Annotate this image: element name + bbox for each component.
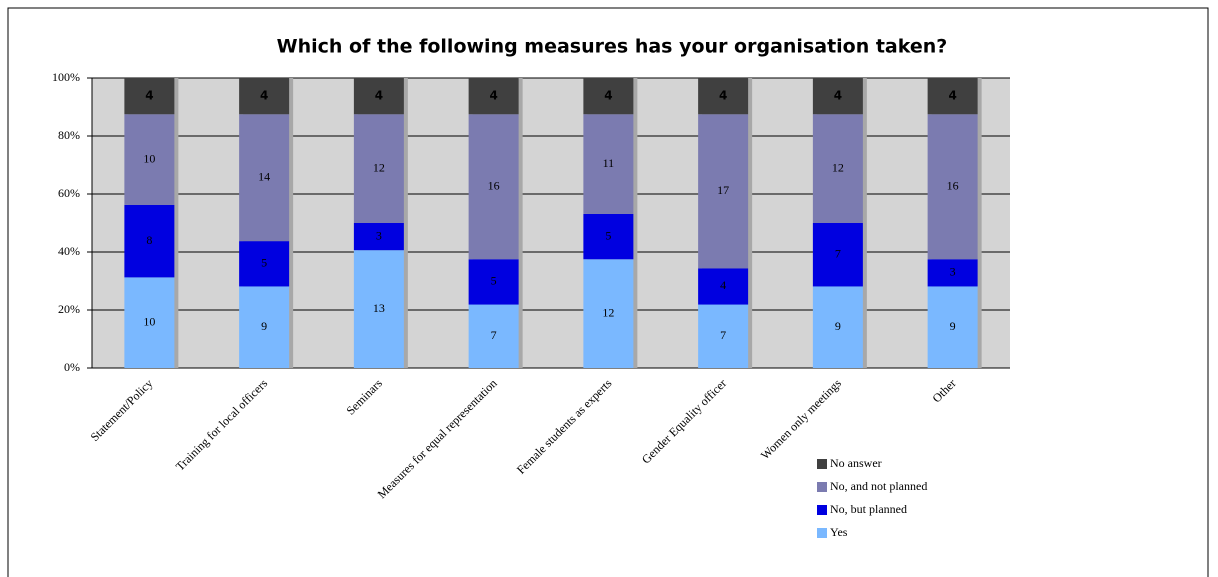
- bar-segment: [353, 250, 404, 368]
- y-tick-label: 60%: [58, 186, 80, 200]
- y-tick-label: 100%: [52, 70, 80, 84]
- data-label: 9: [835, 319, 841, 333]
- legend-swatch: [817, 482, 827, 492]
- bar-segment: [124, 78, 175, 115]
- bar-segment: [353, 223, 404, 251]
- legend-label: Yes: [830, 525, 848, 539]
- data-label: 13: [373, 301, 385, 315]
- data-label: 7: [491, 328, 497, 342]
- bar-segment: [698, 78, 749, 115]
- data-label: 4: [489, 89, 497, 103]
- legend-label: No, and not planned: [830, 479, 927, 493]
- data-label: 5: [491, 274, 497, 288]
- bar-segment: [124, 114, 175, 205]
- legend-swatch: [817, 459, 827, 469]
- data-label: 4: [948, 89, 956, 103]
- bar-segment: [698, 268, 749, 305]
- bar-segment: [927, 114, 978, 260]
- data-label: 11: [603, 156, 615, 170]
- data-label: 17: [717, 183, 729, 197]
- y-tick-label: 80%: [58, 128, 80, 142]
- data-label: 4: [145, 89, 153, 103]
- data-label: 4: [375, 89, 383, 103]
- legend-swatch: [817, 505, 827, 515]
- y-tick-label: 0%: [64, 360, 80, 374]
- bar-segment: [353, 114, 404, 223]
- bar-segment: [353, 78, 404, 115]
- bar-segment: [583, 78, 634, 115]
- data-label: 16: [488, 179, 500, 193]
- data-label: 4: [720, 278, 726, 292]
- bar-segment: [124, 204, 175, 278]
- y-tick-label: 20%: [58, 302, 80, 316]
- data-label: 5: [605, 228, 611, 242]
- legend-label: No, but planned: [830, 502, 907, 516]
- bar-segment: [698, 304, 749, 368]
- bar-segment: [239, 114, 290, 242]
- data-label: 4: [834, 89, 842, 103]
- data-label: 12: [832, 160, 844, 174]
- bar-segment: [698, 114, 749, 269]
- bar-segment: [812, 78, 863, 115]
- bar-segment: [468, 304, 519, 368]
- data-label: 12: [373, 160, 385, 174]
- data-label: 12: [602, 305, 614, 319]
- legend-swatch: [817, 528, 827, 538]
- bar-segment: [239, 241, 290, 287]
- bar-segment: [583, 213, 634, 260]
- data-label: 14: [258, 169, 270, 183]
- bar-segment: [239, 78, 290, 115]
- bar-segment: [812, 286, 863, 368]
- bar-segment: [468, 78, 519, 115]
- data-label: 3: [950, 265, 956, 279]
- bar-segment: [927, 286, 978, 368]
- data-label: 3: [376, 228, 382, 242]
- data-label: 8: [146, 233, 152, 247]
- bar-segment: [468, 259, 519, 305]
- plot-area: [92, 78, 1010, 368]
- data-label: 10: [143, 314, 155, 328]
- bar-segment: [812, 223, 863, 287]
- data-label: 4: [260, 89, 268, 103]
- bar-segment: [927, 78, 978, 115]
- bar-segment: [124, 277, 175, 368]
- data-label: 10: [143, 151, 155, 165]
- data-label: 7: [835, 246, 841, 260]
- bar-segment: [468, 114, 519, 260]
- data-label: 9: [950, 319, 956, 333]
- data-label: 4: [719, 89, 727, 103]
- data-label: 16: [947, 179, 959, 193]
- chart-title: Which of the following measures has your…: [277, 36, 948, 58]
- data-label: 4: [604, 89, 612, 103]
- bar-segment: [583, 259, 634, 368]
- y-tick-label: 40%: [58, 244, 80, 258]
- legend-label: No answer: [830, 456, 882, 470]
- data-label: 5: [261, 256, 267, 270]
- frame: [7, 7, 1209, 577]
- data-label: 7: [720, 328, 726, 342]
- bar-segment: [239, 286, 290, 368]
- bar-segment: [927, 259, 978, 287]
- bar-segment: [583, 114, 634, 214]
- bar-segment: [812, 114, 863, 223]
- data-label: 9: [261, 319, 267, 333]
